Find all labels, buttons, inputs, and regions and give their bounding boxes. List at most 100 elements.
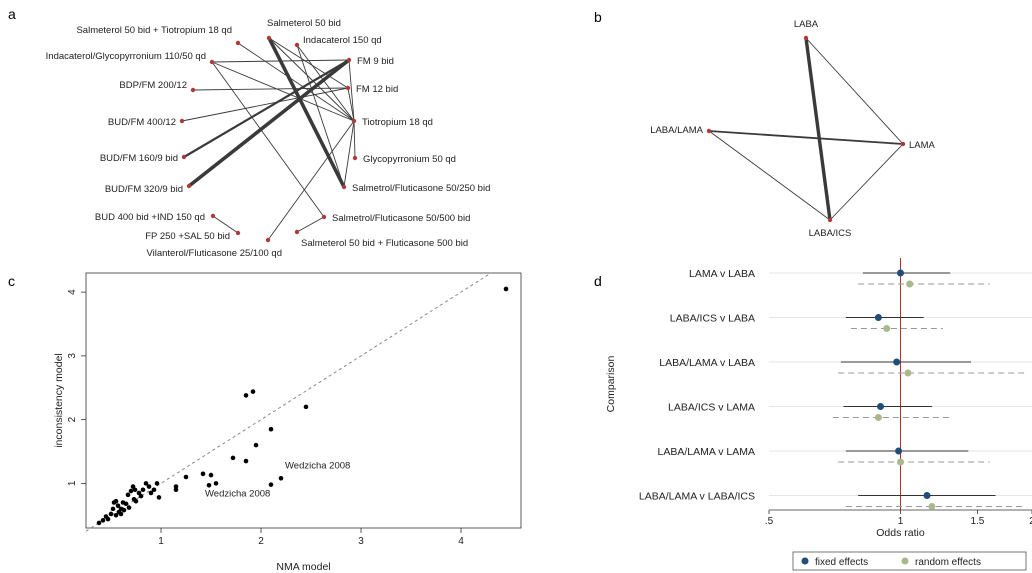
network-edge [268,37,355,122]
fixed-estimate [874,314,882,321]
network-node [209,59,215,65]
network-edge [347,87,355,122]
network-edge [192,87,349,91]
panel-label-c: c [8,273,15,289]
x-tick-label: 2 [1029,516,1032,527]
scatter-point [113,512,119,518]
panel-c-scatter: 1 2 3 4 1 2 3 4 Wedzicha 2008 Wedzicha 2008 NMA mo… [53,272,522,573]
scatter-point [173,484,179,489]
network-node-label: BUD/FM 160/9 bid [100,153,178,164]
network-node-label: Tiotropium 18 qd [362,117,433,128]
network-edge [804,37,832,221]
network-edge [211,61,325,218]
scatter-point [253,442,259,448]
legend-random-label: random effects [915,557,981,568]
scatter-point [140,487,146,493]
random-estimate [897,458,904,466]
scatter-point [303,404,309,410]
network-edge [212,215,239,234]
network-node-label: BUD 400 bid +IND 150 qd [95,212,205,223]
scatter-point [125,492,131,498]
fixed-estimate [897,269,904,277]
fixed-estimate [923,492,931,499]
network-node [265,237,271,243]
network-node-label: Glycopyrronium 50 qd [363,154,456,165]
scatter-point [206,482,212,488]
scatter-point [123,501,129,507]
network-edge [296,44,345,188]
network-node [900,141,906,147]
scatter-point [250,389,256,394]
scatter-point [105,516,111,522]
x-tick-label: 1.5 [970,516,984,527]
random-estimate [928,503,936,510]
comparison-label: LABA/LAMA v LABA/ICS [639,491,755,503]
network-edge [183,59,350,158]
network-edge [181,87,349,122]
legend-fixed-marker [801,557,809,565]
random-estimate [874,414,882,421]
network-node-label: LABA/ICS [809,228,852,239]
network-node-label: Indacaterol 150 qd [303,35,382,46]
y-tick-label: 3 [67,353,78,359]
y-axis-title: inconsistency model [53,353,65,448]
fixed-estimate [877,403,885,410]
panel-label-d: d [594,273,602,289]
network-node-label: FM 12 bid [356,84,398,95]
network-node-label: BDP/FM 200/12 [119,80,187,91]
network-edge [296,44,355,122]
network-node-label: Salmetrol/Fluticasone 50/500 bid [332,213,470,224]
network-node [235,40,241,46]
comparison-label: LAMA v LABA [689,268,755,280]
random-estimate [904,369,912,377]
scatter-point [126,505,132,510]
fixed-estimate [893,358,901,366]
network-node-label: Indacaterol/Glycopyrronium 110/50 qd [46,51,206,62]
y-tick-label: 2 [67,416,78,422]
network-node [803,35,809,41]
network-node [352,155,358,161]
legend-fixed-label: fixed effects [815,557,868,568]
x-tick-label: 2 [258,536,264,547]
x-tick-label: 1 [158,536,164,547]
scatter-point [213,481,219,486]
network-node [266,35,272,41]
scatter-point [173,487,179,493]
network-node [210,213,216,219]
panel-a-network: Salmeterol 50 bid + Tiotropium 18 qd Salm… [46,18,491,259]
scatter-point [154,481,160,486]
network-node [181,154,187,160]
network-node-label: FP 250 +SAL 50 bid [145,231,230,242]
scatter-point [115,503,121,508]
y-axis-title: Comparison [605,356,617,413]
scatter-point [243,458,249,464]
network-node [190,87,196,93]
network-node [346,57,352,63]
plot-frame [85,272,522,529]
network-node [186,183,192,189]
point-annotation: Wedzicha 2008 [285,460,350,471]
network-edge [348,59,355,122]
network-edge [211,59,350,63]
scatter-point [278,475,284,481]
network-edge [296,216,325,233]
panel-label-a: a [8,6,16,22]
network-node-label: Vilanterol/Fluticasone 25/100 qd [146,248,282,259]
network-node [179,118,185,124]
fixed-estimate [895,447,903,455]
scatter-point [96,520,102,526]
scatter-point [503,286,509,292]
x-tick-label: 1 [898,516,904,527]
panel-label-b: b [594,9,602,25]
network-edge [343,120,355,188]
network-edge [829,143,904,221]
x-axis-title: NMA model [276,561,330,573]
comparison-label: LABA/LAMA v LABA [659,357,755,369]
scatter-point [108,511,114,517]
comparison-label: LABA/ICS v LABA [670,313,755,325]
x-axis-title: Odds ratio [876,527,925,539]
scatter-point [268,482,274,487]
scatter-point [138,493,144,499]
network-edge [268,37,349,89]
